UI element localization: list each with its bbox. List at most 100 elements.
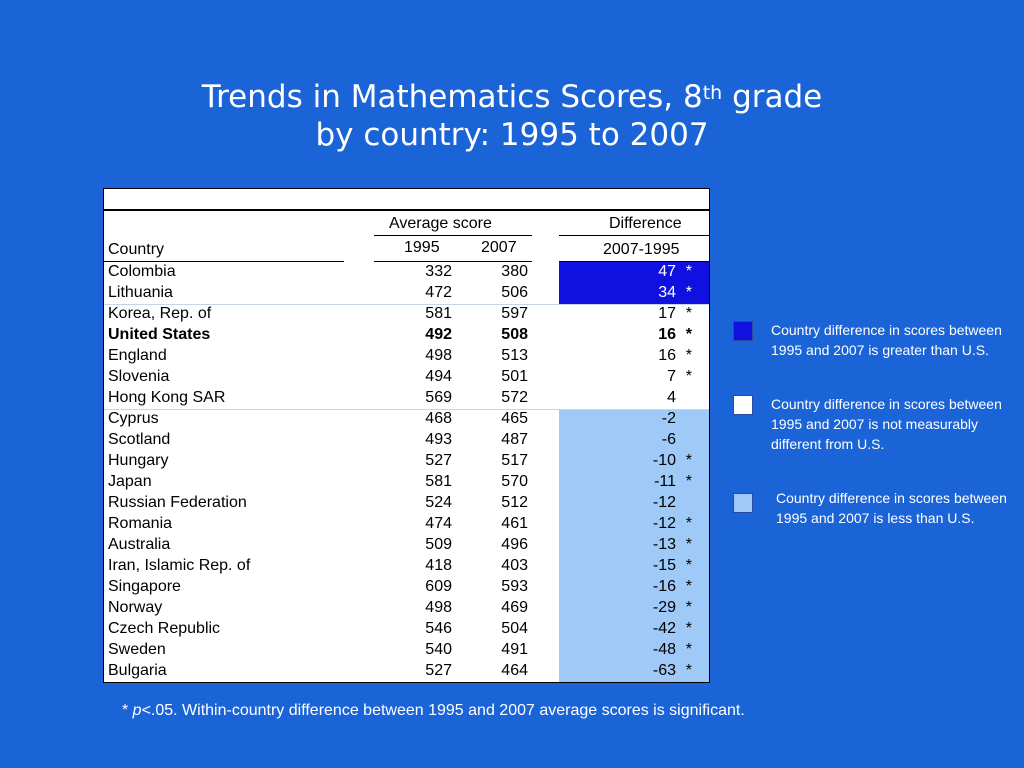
difference-cell: -6 bbox=[559, 430, 709, 451]
significance-star: * bbox=[685, 263, 692, 280]
country-name: Sweden bbox=[108, 641, 166, 658]
country-name: Singapore bbox=[108, 578, 181, 595]
country-name: Norway bbox=[108, 599, 163, 616]
score-2007: 464 bbox=[501, 662, 528, 679]
group-separator bbox=[104, 304, 709, 305]
difference-value: -2 bbox=[661, 410, 676, 427]
difference-cell: -2 bbox=[559, 409, 709, 430]
group-separator bbox=[104, 409, 709, 410]
difference-value: -11 bbox=[654, 473, 676, 490]
score-1995: 609 bbox=[425, 578, 452, 595]
significance-star: * bbox=[685, 641, 692, 658]
score-2007: 572 bbox=[501, 389, 528, 406]
country-name: United States bbox=[108, 326, 211, 343]
table-row: -13 * Australia 509 496 bbox=[104, 535, 709, 556]
score-1995: 581 bbox=[425, 473, 452, 490]
score-2007: 461 bbox=[501, 515, 528, 532]
title-superscript: th bbox=[702, 82, 723, 104]
country-name: England bbox=[108, 347, 167, 364]
difference-cell: 34 * bbox=[559, 283, 709, 304]
difference-value: 47 bbox=[658, 263, 676, 280]
score-1995: 472 bbox=[425, 284, 452, 301]
header-2007-1995: 2007-1995 bbox=[603, 241, 680, 258]
difference-value: 16 bbox=[658, 347, 676, 364]
score-2007: 403 bbox=[501, 557, 528, 574]
legend-text-same: Country difference in scores between 199… bbox=[771, 396, 1002, 452]
score-1995: 527 bbox=[425, 452, 452, 469]
page-title: Trends in Mathematics Scores, 8th grade … bbox=[0, 78, 1024, 154]
table-row: 16 * England 498 513 bbox=[104, 346, 709, 367]
footnote-text: <.05. Within-country difference between … bbox=[141, 702, 745, 719]
footnote: * p<.05. Within-country difference betwe… bbox=[122, 700, 745, 721]
footnote-p: p bbox=[132, 702, 142, 719]
difference-cell: -12 bbox=[559, 493, 709, 514]
score-2007: 496 bbox=[501, 536, 528, 553]
score-1995: 527 bbox=[425, 662, 452, 679]
table-row: 17 * Korea, Rep. of 581 597 bbox=[104, 304, 709, 325]
title-text-a: Trends in Mathematics Scores, 8 bbox=[201, 79, 703, 115]
country-underline bbox=[104, 261, 344, 262]
difference-value: 4 bbox=[667, 389, 676, 406]
difference-value: 7 bbox=[667, 368, 676, 385]
score-2007: 491 bbox=[501, 641, 528, 658]
country-name: Slovenia bbox=[108, 368, 170, 385]
difference-value: -10 bbox=[652, 452, 676, 469]
significance-star: * bbox=[685, 305, 692, 322]
table-row: -63 * Bulgaria 527 464 bbox=[104, 661, 709, 682]
header-1995: 1995 bbox=[404, 239, 440, 256]
legend-swatch-less bbox=[733, 493, 753, 513]
significance-star: * bbox=[685, 368, 692, 385]
score-1995: 540 bbox=[425, 641, 452, 658]
difference-cell: -16 * bbox=[559, 577, 709, 598]
table-row: -48 * Sweden 540 491 bbox=[104, 640, 709, 661]
table-row: -6 Scotland 493 487 bbox=[104, 430, 709, 451]
score-1995: 546 bbox=[425, 620, 452, 637]
difference-value: 16 bbox=[658, 326, 676, 343]
table-row: -2 Cyprus 468 465 bbox=[104, 409, 709, 430]
table-row: 7 * Slovenia 494 501 bbox=[104, 367, 709, 388]
score-1995: 474 bbox=[425, 515, 452, 532]
difference-cell: 7 * bbox=[559, 367, 709, 388]
country-name: Romania bbox=[108, 515, 173, 532]
difference-cell: -12 * bbox=[559, 514, 709, 535]
difference-cell: -29 * bbox=[559, 598, 709, 619]
score-1995: 494 bbox=[425, 368, 452, 385]
difference-value: -6 bbox=[661, 431, 676, 448]
difference-value: 34 bbox=[658, 284, 676, 301]
score-1995: 569 bbox=[425, 389, 452, 406]
difference-value: -12 bbox=[652, 515, 676, 532]
score-1995: 509 bbox=[425, 536, 452, 553]
table-row: -12 Russian Federation 524 512 bbox=[104, 493, 709, 514]
score-2007: 512 bbox=[501, 494, 528, 511]
significance-star: * bbox=[685, 473, 692, 490]
table-row: -11 * Japan 581 570 bbox=[104, 472, 709, 493]
header-average-score: Average score bbox=[389, 215, 492, 232]
table-row: -12 * Romania 474 461 bbox=[104, 514, 709, 535]
legend-text-less: Country difference in scores between 199… bbox=[776, 490, 1007, 526]
difference-cell: 16 * bbox=[559, 325, 709, 346]
score-2007: 469 bbox=[501, 599, 528, 616]
difference-value: -63 bbox=[652, 662, 676, 679]
country-name: Iran, Islamic Rep. of bbox=[108, 557, 251, 574]
country-name: Scotland bbox=[108, 431, 171, 448]
table-row: -10 * Hungary 527 517 bbox=[104, 451, 709, 472]
significance-star: * bbox=[685, 326, 692, 343]
footnote-star: * bbox=[122, 702, 133, 719]
table-row: 34 * Lithuania 472 506 bbox=[104, 283, 709, 304]
difference-value: -15 bbox=[652, 557, 676, 574]
table-row: -42 * Czech Republic 546 504 bbox=[104, 619, 709, 640]
table-row: 47 * Colombia 332 380 bbox=[104, 262, 709, 283]
difference-value: -12 bbox=[652, 494, 676, 511]
significance-star: * bbox=[685, 578, 692, 595]
country-name: Hong Kong SAR bbox=[108, 389, 226, 406]
header-2007: 2007 bbox=[481, 239, 517, 256]
score-1995: 581 bbox=[425, 305, 452, 322]
legend-swatch-same bbox=[733, 395, 753, 415]
table-row: 4 Hong Kong SAR 569 572 bbox=[104, 388, 709, 409]
score-1995: 332 bbox=[425, 263, 452, 280]
score-1995: 493 bbox=[425, 431, 452, 448]
country-name: Australia bbox=[108, 536, 171, 553]
significance-star: * bbox=[685, 284, 692, 301]
difference-value: -16 bbox=[652, 578, 676, 595]
significance-star: * bbox=[685, 536, 692, 553]
